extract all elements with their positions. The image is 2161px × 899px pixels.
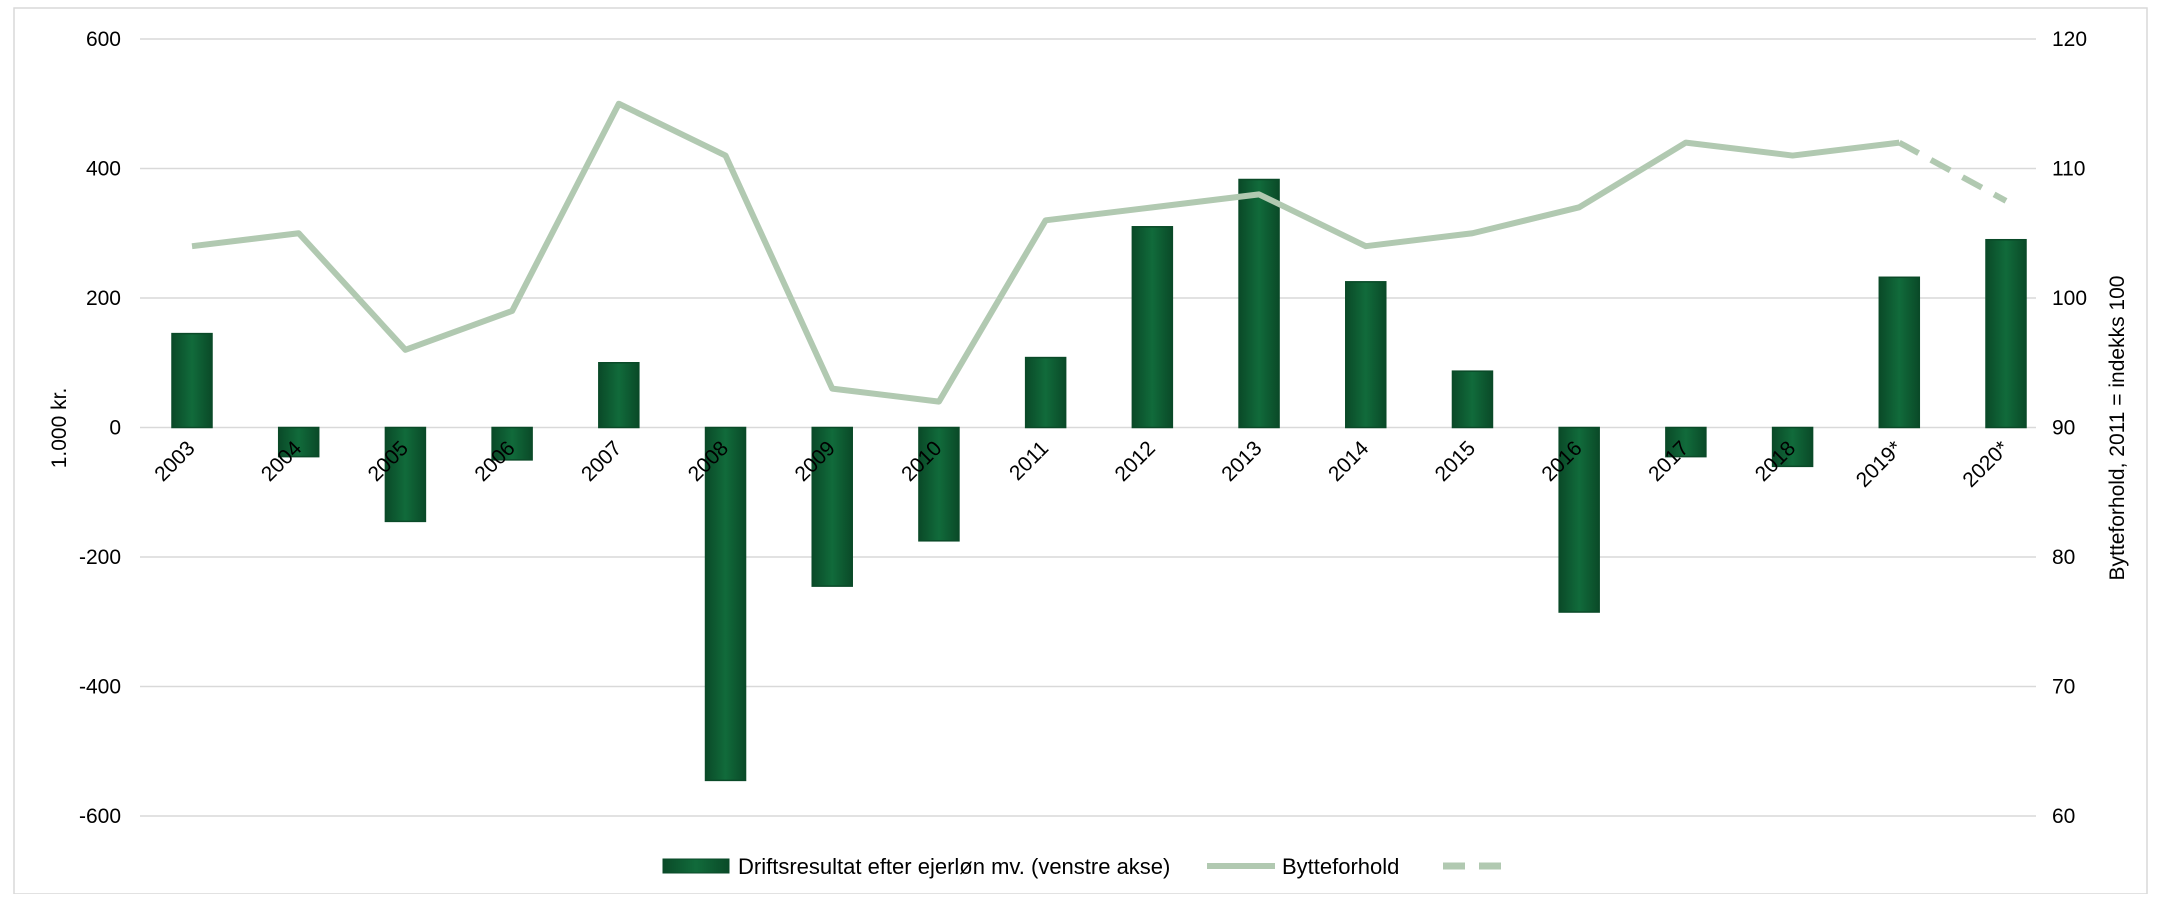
x-tick-label: 2011 <box>1005 437 1053 485</box>
y2-tick-label: 110 <box>2052 158 2085 181</box>
y-tick-label: -200 <box>79 546 121 569</box>
y-tick-label: -400 <box>79 676 121 699</box>
bar <box>1451 370 1494 429</box>
y-tick-label: 200 <box>86 287 121 310</box>
y-tick-label: 400 <box>86 158 121 181</box>
bar <box>1024 356 1067 429</box>
y2-tick-label: 100 <box>2052 287 2087 310</box>
x-tick-label: 2014 <box>1324 437 1374 487</box>
x-tick-label: 2015 <box>1431 437 1480 486</box>
bar <box>171 332 213 429</box>
bar <box>1345 281 1387 429</box>
y-tick-label: 600 <box>86 28 121 51</box>
line-bytteforhold <box>191 100 1900 405</box>
bar-series <box>171 178 2027 782</box>
line-series <box>191 100 2008 405</box>
y-axis-ticks: 600 400 200 0 -200 -400 -600 <box>79 28 121 828</box>
legend: Driftsresultat efter ejerløn mv. (venstr… <box>662 854 1513 879</box>
x-tick-label: 2007 <box>577 437 626 486</box>
y-axis-title: 1.000 kr. <box>48 388 71 469</box>
x-tick-label: 2013 <box>1217 437 1266 486</box>
bar <box>384 426 427 523</box>
bar <box>1771 426 1814 468</box>
y2-tick-label: 80 <box>2052 546 2075 569</box>
legend-label-line: Bytteforhold <box>1282 854 1399 879</box>
bar <box>1665 426 1707 458</box>
x-tick-label: 2012 <box>1111 437 1160 486</box>
bar <box>1238 178 1280 429</box>
legend-swatch-bar <box>662 858 730 874</box>
bar <box>704 426 747 782</box>
bar <box>491 426 533 461</box>
y2-axis-title: Bytteforhold, 2011 = indekks 100 <box>2106 276 2129 581</box>
bar <box>1131 226 1174 429</box>
plot-border <box>13 7 2148 895</box>
y2-tick-label: 60 <box>2052 805 2075 828</box>
x-tick-label: 2020* <box>1958 437 2013 492</box>
x-tick-label: 2003 <box>150 437 199 486</box>
x-axis-ticks: 2003 2004 2005 2006 2007 2008 2009 2010 2011 2012… <box>150 437 2013 492</box>
y-tick-label: -600 <box>79 805 121 828</box>
x-tick-label: 2019* <box>1852 437 1907 492</box>
bar <box>1985 238 2027 429</box>
grid <box>140 38 2036 817</box>
y2-tick-label: 70 <box>2052 676 2075 699</box>
legend-label-bar: Driftsresultat efter ejerløn mv. (venstr… <box>738 854 1170 879</box>
bar <box>1878 276 1921 429</box>
line-bytteforhold-dashed <box>1897 139 2008 204</box>
y2-tick-label: 90 <box>2052 417 2075 440</box>
y2-tick-label: 120 <box>2052 28 2087 51</box>
y2-axis-ticks: 120 110 100 90 80 70 60 <box>2052 28 2087 828</box>
y-tick-label: 0 <box>109 417 121 440</box>
bar <box>811 426 853 587</box>
bar <box>277 426 320 458</box>
bar <box>918 426 960 542</box>
bar <box>598 362 640 429</box>
bar <box>1558 426 1600 613</box>
